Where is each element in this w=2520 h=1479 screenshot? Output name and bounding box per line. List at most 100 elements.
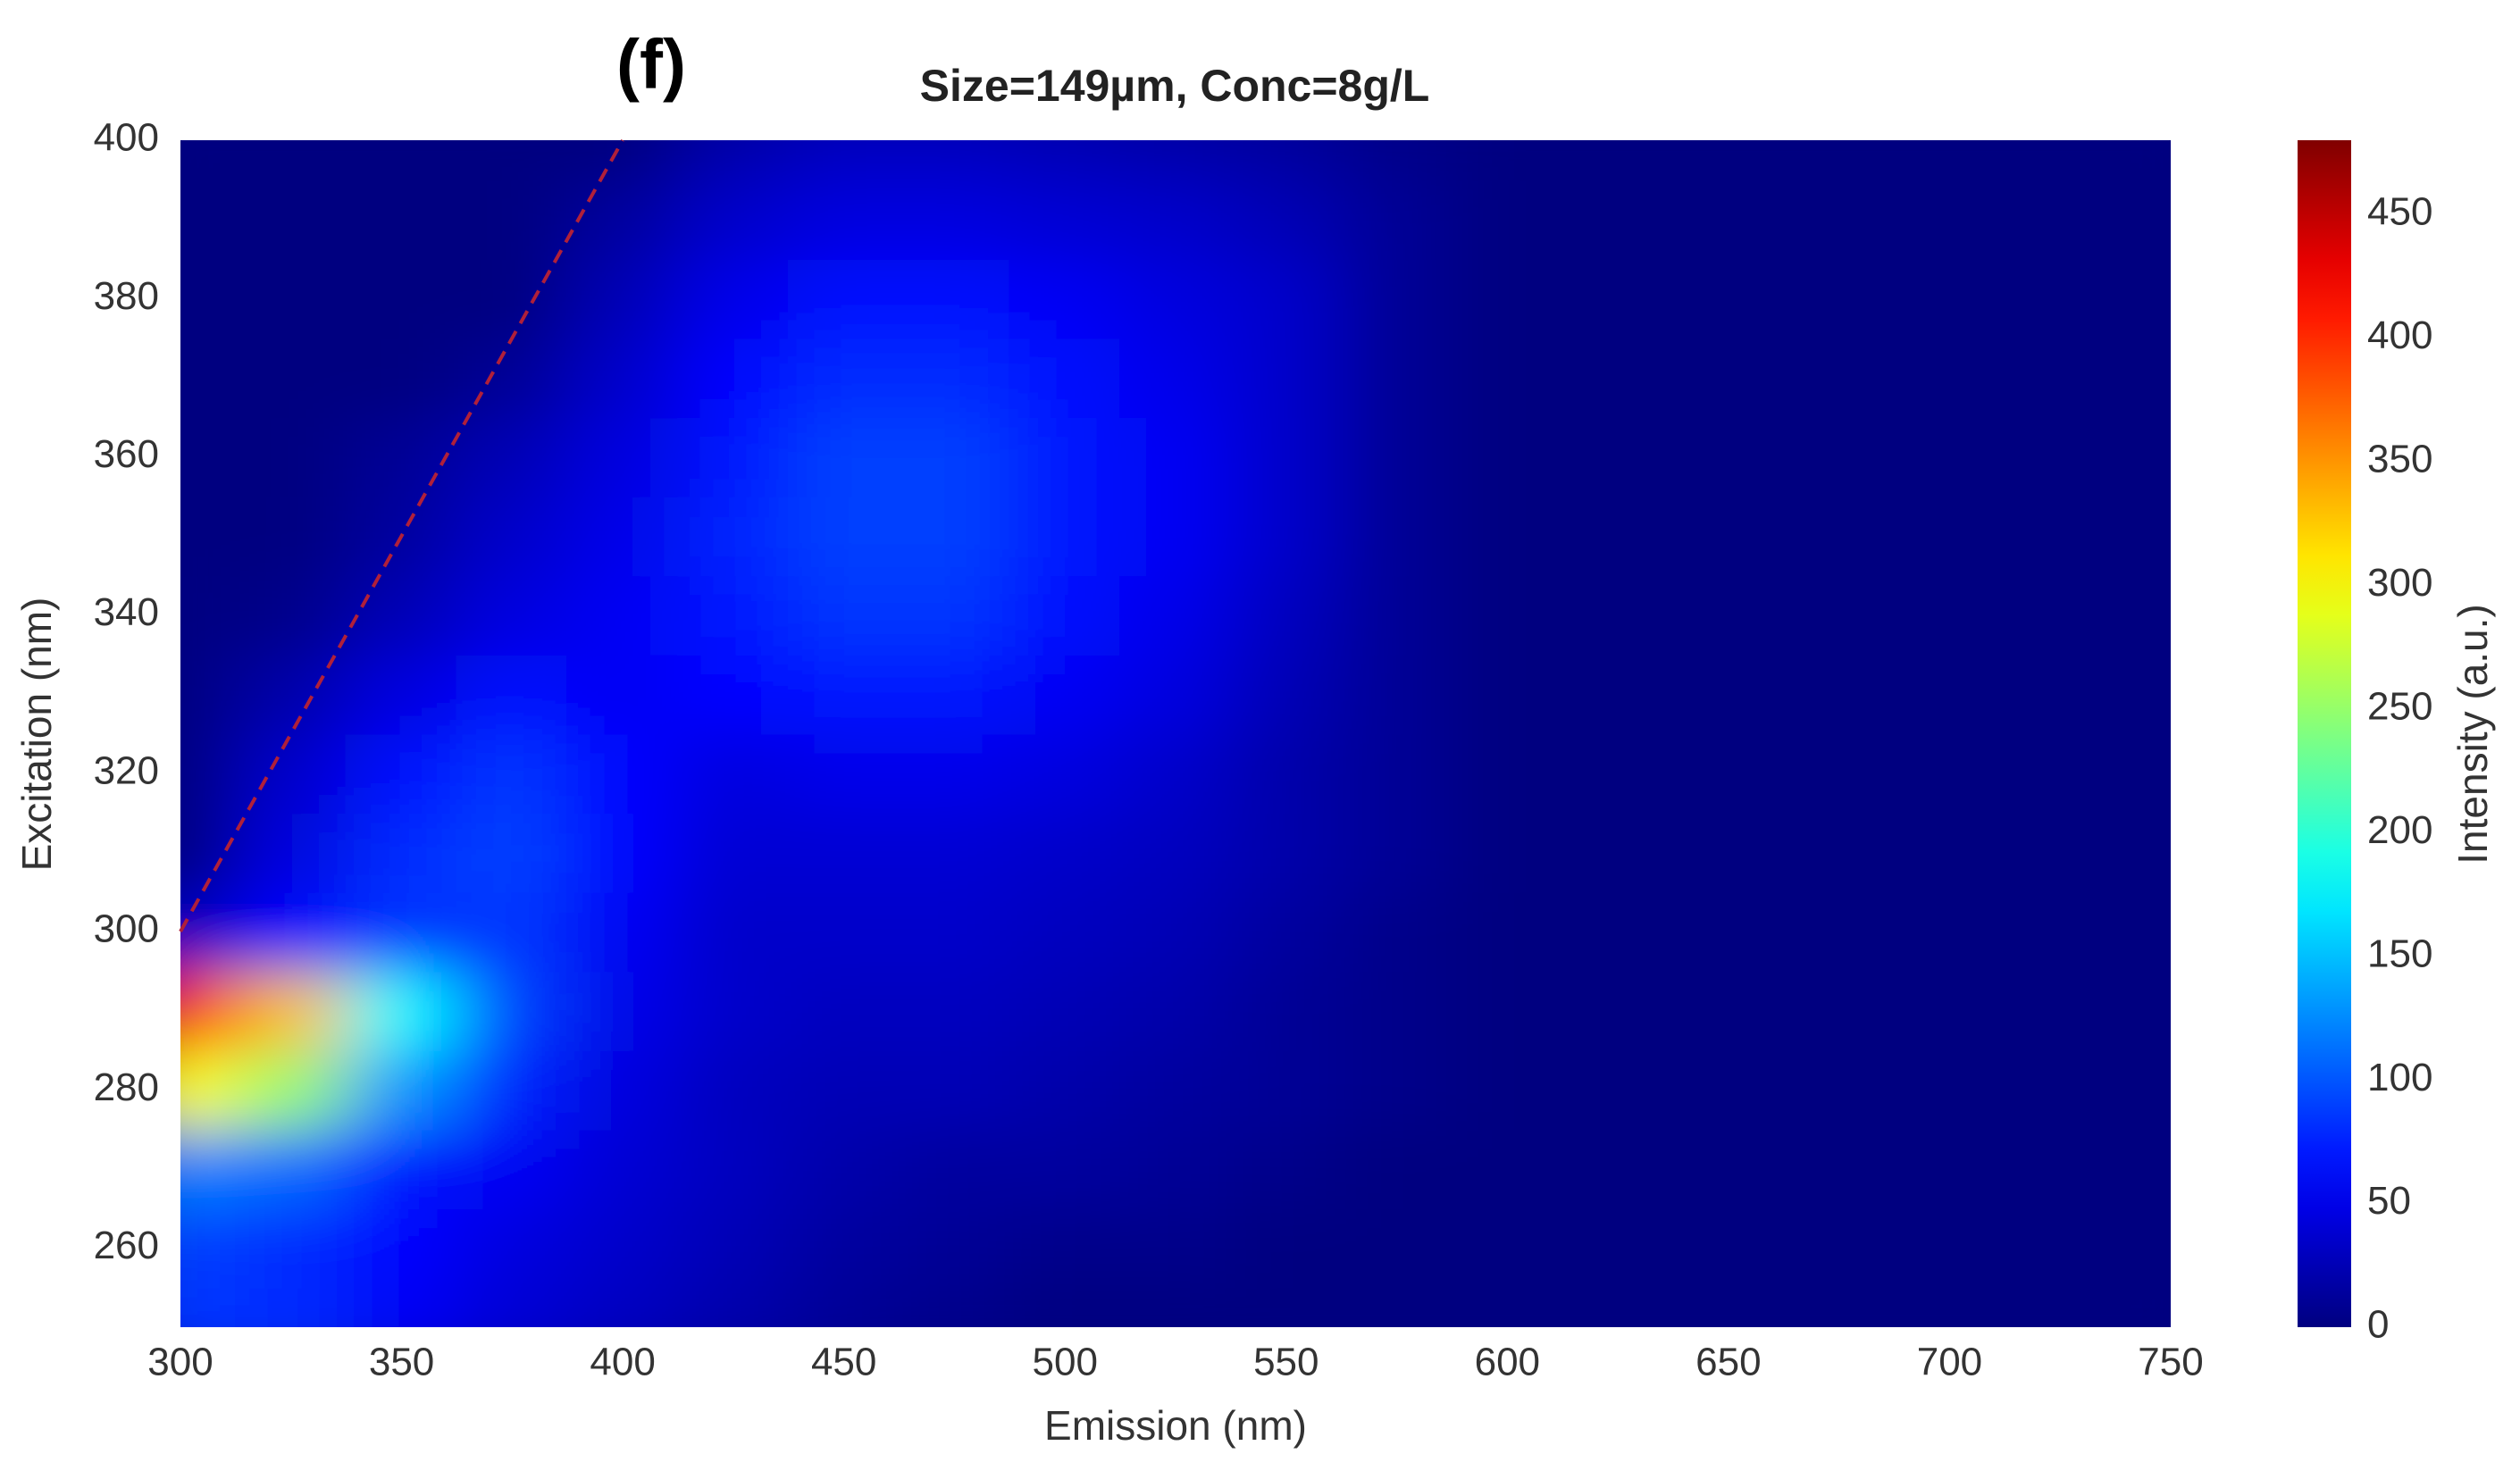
intensity-cell xyxy=(456,1207,569,1289)
y-tick-label: 340 xyxy=(94,590,159,634)
intensity-cell xyxy=(1119,179,1232,260)
intensity-cell xyxy=(677,495,790,577)
intensity-cell xyxy=(234,890,347,973)
intensity-cell xyxy=(1229,179,1343,260)
intensity-cell xyxy=(1672,890,1785,973)
intensity-cell xyxy=(345,1128,458,1210)
intensity-cell xyxy=(677,732,790,815)
intensity-cell xyxy=(1229,890,1343,973)
intensity-cell xyxy=(1561,179,1674,260)
intensity-cell xyxy=(1561,1128,1674,1210)
intensity-cell xyxy=(1119,970,1232,1051)
intensity-cell xyxy=(1561,337,1674,419)
intensity-cell xyxy=(787,416,900,497)
intensity-cell xyxy=(1782,1128,1896,1210)
intensity-cell xyxy=(1229,1286,1343,1327)
intensity-cell xyxy=(180,1286,237,1327)
intensity-cell xyxy=(1229,257,1343,339)
intensity-cell xyxy=(1340,1207,1453,1289)
intensity-cell xyxy=(1893,970,2006,1051)
intensity-cell xyxy=(1340,1128,1453,1210)
intensity-cell xyxy=(1672,1286,1785,1327)
intensity-cell xyxy=(898,416,1011,497)
intensity-cell xyxy=(566,140,679,181)
intensity-cell xyxy=(1893,812,2006,893)
intensity-cell xyxy=(180,257,237,339)
intensity-cell xyxy=(566,574,679,656)
intensity-cell xyxy=(1340,416,1453,497)
intensity-cell xyxy=(180,495,237,577)
intensity-cell xyxy=(1451,1286,1564,1327)
intensity-cell xyxy=(787,140,900,181)
intensity-cell xyxy=(2114,1049,2171,1131)
intensity-cell xyxy=(1340,140,1453,181)
colorbar-tick-label: 250 xyxy=(2367,684,2432,728)
intensity-cell xyxy=(345,970,458,1051)
intensity-cell xyxy=(1119,574,1232,656)
intensity-cell xyxy=(1672,574,1785,656)
y-axis-label: Excitation (nm) xyxy=(13,597,60,872)
intensity-cell xyxy=(234,970,347,1051)
intensity-cell xyxy=(180,653,237,735)
intensity-cell xyxy=(566,495,679,577)
intensity-cell xyxy=(1893,1286,2006,1327)
intensity-cell xyxy=(1119,140,1232,181)
intensity-cell xyxy=(2004,140,2117,181)
intensity-cell xyxy=(677,574,790,656)
intensity-cell xyxy=(1893,1049,2006,1131)
intensity-cell xyxy=(1009,257,1122,339)
intensity-cell xyxy=(898,179,1011,260)
intensity-cell xyxy=(2004,653,2117,735)
y-tick-label: 380 xyxy=(94,274,159,318)
y-tick-label: 280 xyxy=(94,1065,159,1109)
intensity-cell xyxy=(2114,970,2171,1051)
colorbar-tick-label: 400 xyxy=(2367,313,2432,357)
intensity-cell xyxy=(1451,890,1564,973)
intensity-cell xyxy=(1451,1128,1564,1210)
intensity-cell xyxy=(2004,337,2117,419)
intensity-cell xyxy=(180,970,237,1051)
colorbar-tick-label: 50 xyxy=(2367,1179,2411,1223)
intensity-cell xyxy=(1451,970,1564,1051)
intensity-cell xyxy=(1672,970,1785,1051)
intensity-cell xyxy=(1229,812,1343,893)
intensity-cell xyxy=(2114,1286,2171,1327)
y-tick-label: 320 xyxy=(94,748,159,792)
intensity-cell xyxy=(677,1049,790,1131)
intensity-cell xyxy=(898,337,1011,419)
intensity-cell xyxy=(345,732,458,815)
intensity-cell xyxy=(456,337,569,419)
intensity-cell xyxy=(456,574,569,656)
x-tick-label: 650 xyxy=(1695,1341,1761,1384)
intensity-cell xyxy=(1782,732,1896,815)
intensity-cell xyxy=(2114,495,2171,577)
intensity-cell xyxy=(2114,1207,2171,1289)
chart-title: Size=149µm, Conc=8g/L xyxy=(920,61,1430,111)
intensity-cell xyxy=(1119,1128,1232,1210)
x-tick-label: 550 xyxy=(1253,1341,1319,1384)
intensity-cell xyxy=(456,970,569,1051)
x-tick-label: 700 xyxy=(1917,1341,1982,1384)
intensity-cell xyxy=(345,1207,458,1289)
intensity-cell xyxy=(898,257,1011,339)
intensity-cell xyxy=(1672,416,1785,497)
intensity-cell xyxy=(1451,257,1564,339)
intensity-cell xyxy=(1561,1049,1674,1131)
intensity-cell xyxy=(898,1286,1011,1327)
intensity-cell xyxy=(1782,574,1896,656)
intensity-cell xyxy=(1672,257,1785,339)
intensity-cell xyxy=(2004,574,2117,656)
intensity-cell xyxy=(1561,495,1674,577)
intensity-cell xyxy=(234,140,347,181)
intensity-cell xyxy=(234,1049,347,1131)
intensity-cell xyxy=(787,337,900,419)
intensity-cell xyxy=(566,970,679,1051)
intensity-cell xyxy=(566,653,679,735)
intensity-cell xyxy=(1229,653,1343,735)
intensity-cell xyxy=(2114,1128,2171,1210)
intensity-cell xyxy=(2004,970,2117,1051)
intensity-cell xyxy=(456,732,569,815)
intensity-cell xyxy=(180,1128,237,1210)
intensity-cell xyxy=(180,812,237,893)
intensity-cell xyxy=(1451,732,1564,815)
